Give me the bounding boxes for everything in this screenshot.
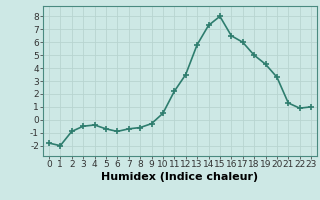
X-axis label: Humidex (Indice chaleur): Humidex (Indice chaleur) xyxy=(101,172,259,182)
